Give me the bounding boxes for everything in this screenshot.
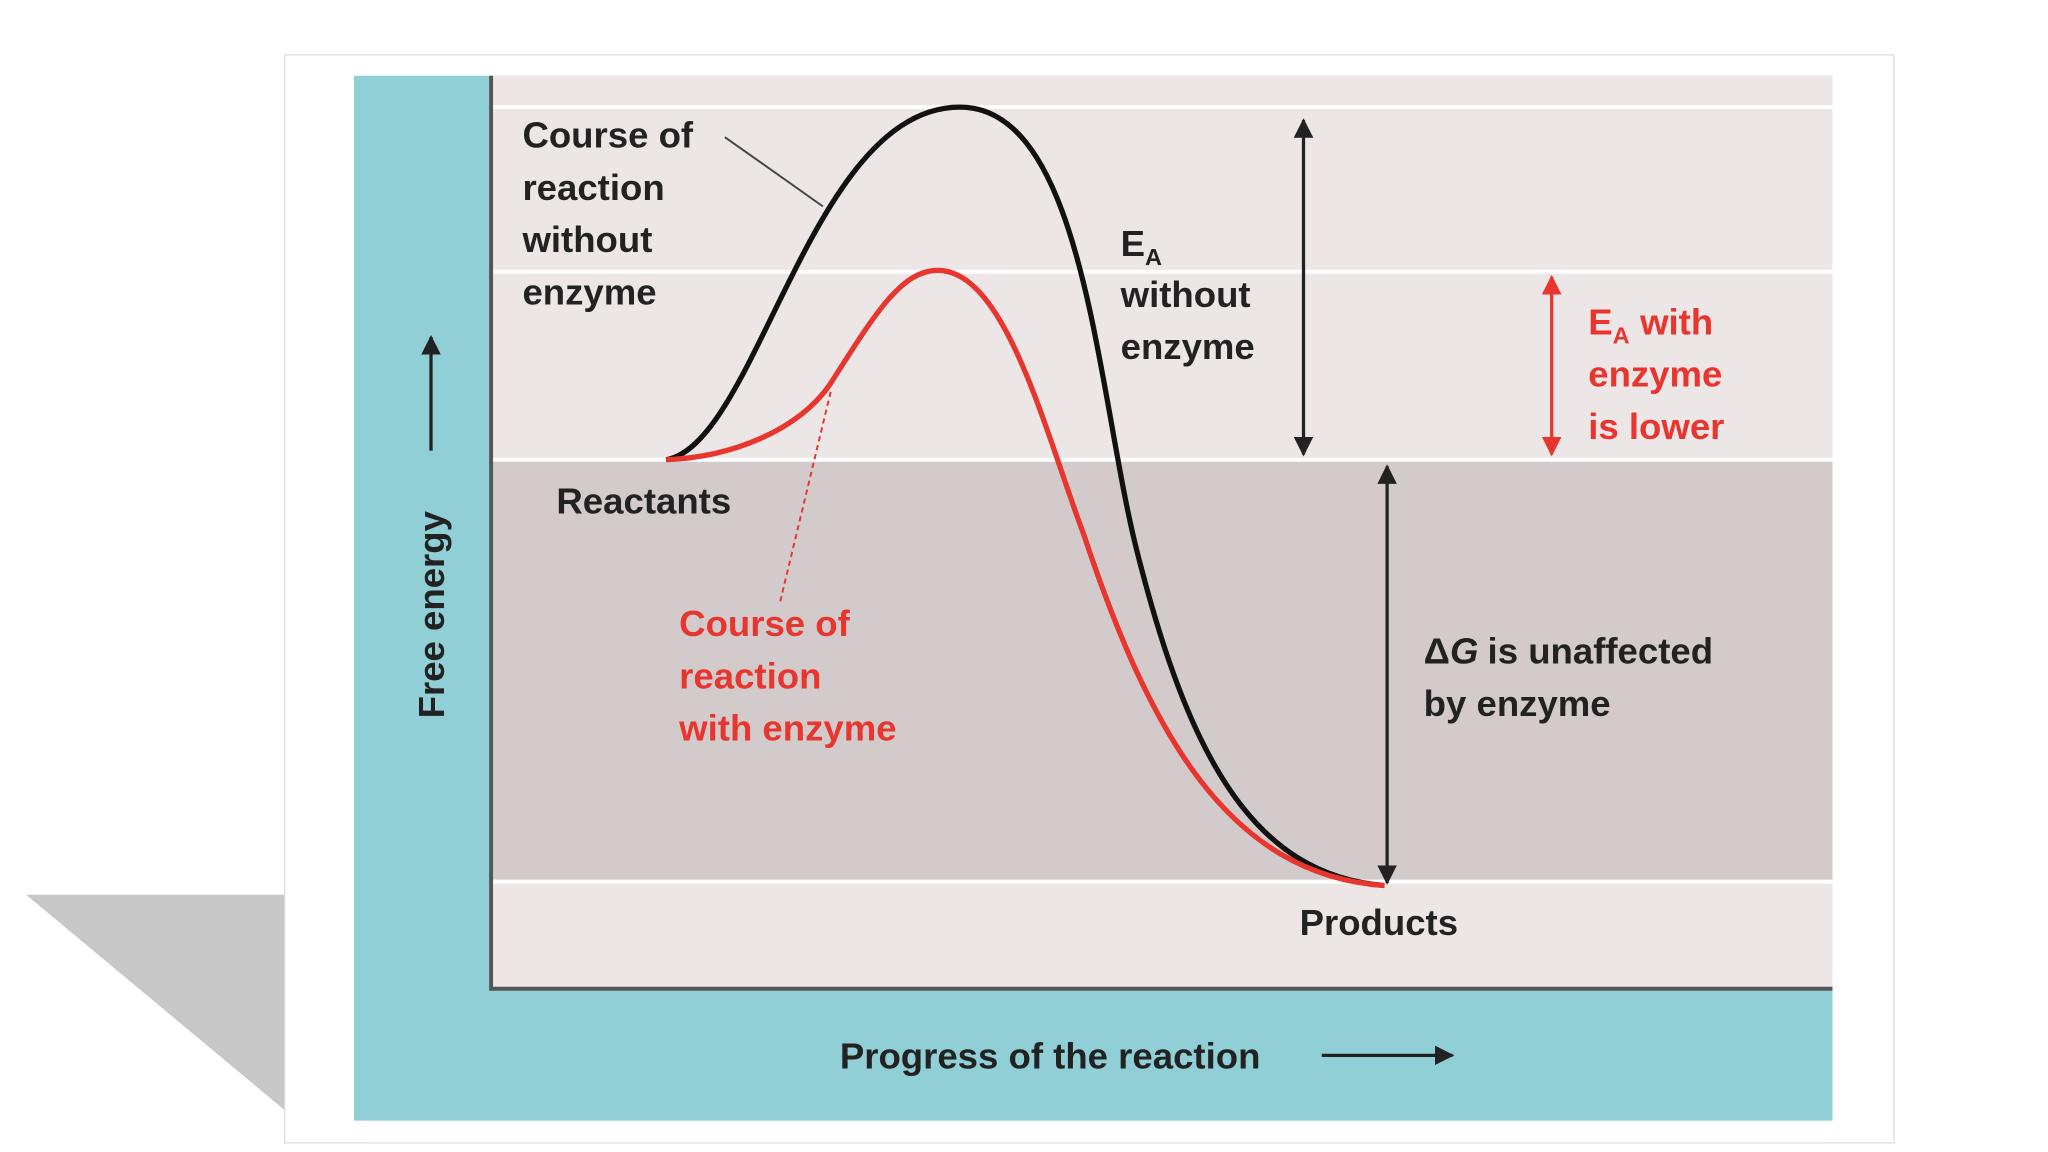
ea-subscript: A bbox=[1613, 323, 1630, 349]
label-line: reaction bbox=[522, 167, 664, 208]
reactants-label: Reactants bbox=[556, 480, 731, 521]
label-line: Course of bbox=[679, 603, 850, 644]
leader-line bbox=[724, 136, 824, 208]
axes bbox=[489, 75, 1833, 991]
label-line: enzyme bbox=[522, 271, 656, 312]
x-axis-label: Progress of the reaction bbox=[840, 1035, 1261, 1076]
delta-g-rest: is unaffected bbox=[1488, 631, 1714, 672]
ea-label: EA bbox=[1121, 223, 1162, 270]
label-line: by enzyme bbox=[1424, 683, 1611, 724]
curve-without-enzyme bbox=[665, 104, 1385, 889]
delta-band bbox=[491, 459, 1833, 882]
ea-symbol: E bbox=[1121, 223, 1145, 264]
label-line: is lower bbox=[1588, 406, 1724, 447]
ea-symbol: E bbox=[1588, 301, 1612, 342]
y-axis-label: Free energy bbox=[411, 510, 452, 718]
label-line: reaction bbox=[679, 655, 821, 696]
label-line: Course of bbox=[522, 115, 693, 156]
curve-with-enzyme bbox=[666, 267, 1385, 889]
ea-rest: with bbox=[1639, 301, 1713, 342]
label-line: without bbox=[1120, 274, 1251, 315]
label-line: without bbox=[521, 219, 652, 260]
delta-g-label: ΔG is unaffected bbox=[1424, 631, 1713, 672]
ea-subscript: A bbox=[1145, 244, 1162, 270]
ea-label: EA with bbox=[1588, 301, 1713, 348]
delta-symbol: Δ bbox=[1424, 631, 1450, 672]
label-line: enzyme bbox=[1121, 326, 1255, 367]
shadow bbox=[26, 894, 285, 1111]
label-line: enzyme bbox=[1588, 354, 1722, 395]
label-line: with enzyme bbox=[678, 708, 896, 749]
products-label: Products bbox=[1300, 902, 1458, 943]
g-symbol: G bbox=[1450, 631, 1478, 672]
